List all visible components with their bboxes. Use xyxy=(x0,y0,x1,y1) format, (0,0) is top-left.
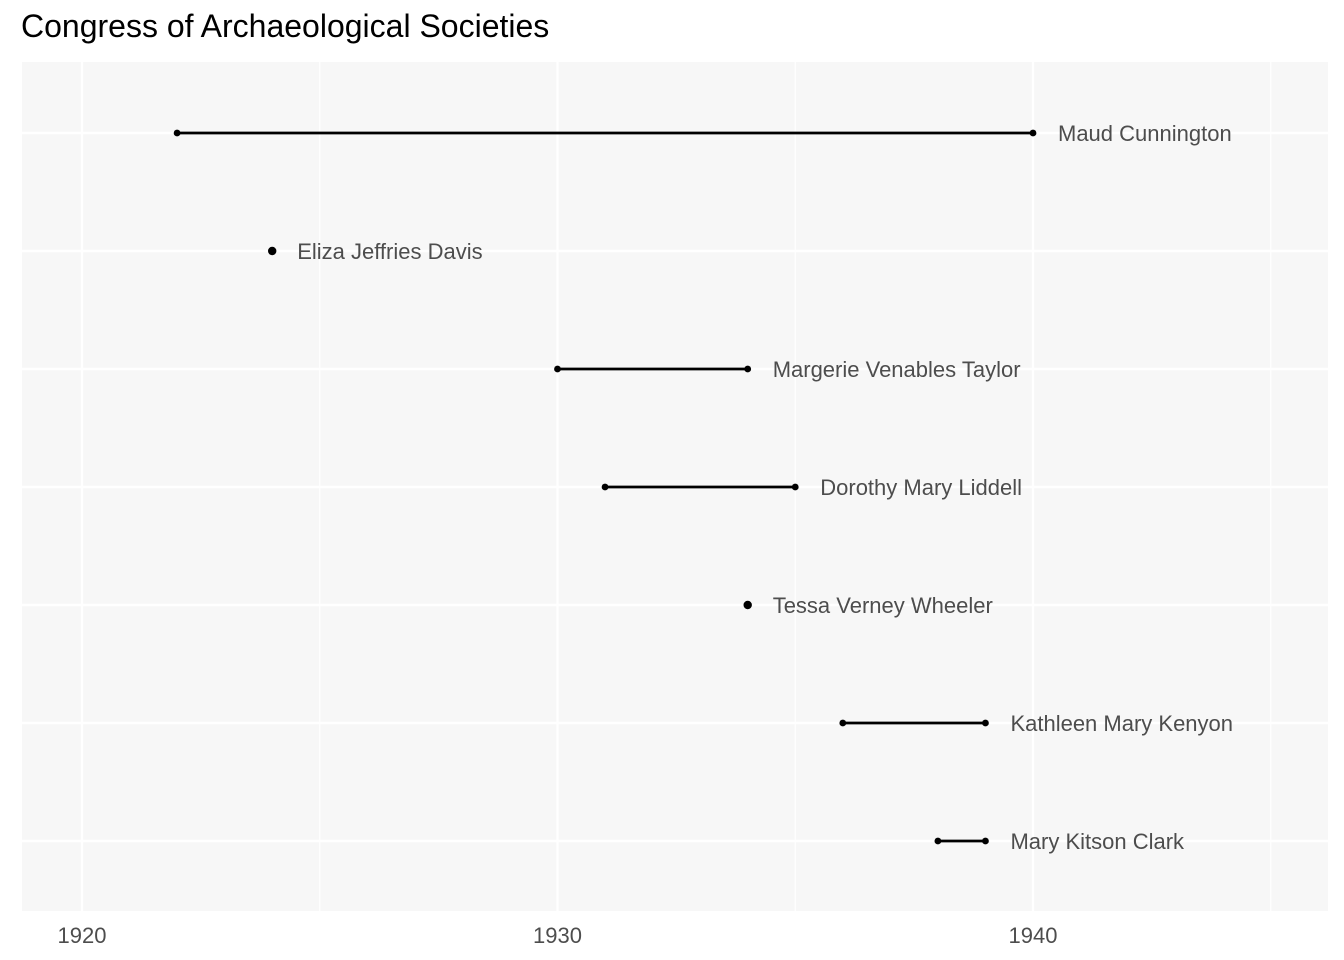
single-point xyxy=(268,246,277,256)
points xyxy=(173,129,1037,845)
x-tick-label: 1940 xyxy=(1009,923,1058,948)
start-point xyxy=(934,837,942,845)
end-point xyxy=(744,365,752,373)
end-point xyxy=(1029,129,1037,137)
end-point xyxy=(791,483,799,491)
start-point xyxy=(554,365,561,373)
chart-title: Congress of Archaeological Societies xyxy=(21,8,550,44)
segments xyxy=(177,131,1033,843)
series-label: Eliza Jeffries Davis xyxy=(297,239,482,264)
x-axis-ticks: 1920 1930 1940 xyxy=(58,923,1058,948)
end-point xyxy=(982,837,989,845)
series-label: Mary Kitson Clark xyxy=(1010,829,1185,854)
start-point xyxy=(173,129,181,137)
start-point xyxy=(839,719,847,727)
series-label: Maud Cunnington xyxy=(1058,121,1232,146)
end-point xyxy=(982,719,989,727)
series-label: Dorothy Mary Liddell xyxy=(820,475,1022,500)
x-tick-label: 1920 xyxy=(58,923,107,948)
x-tick-label: 1930 xyxy=(533,923,582,948)
point-labels: Maud Cunnington Eliza Jeffries Davis Marge… xyxy=(297,121,1233,854)
single-point xyxy=(743,600,752,610)
series-label: Tessa Verney Wheeler xyxy=(773,593,993,618)
series-label: Margerie Venables Taylor xyxy=(773,357,1021,382)
start-point xyxy=(601,483,609,491)
series-label: Kathleen Mary Kenyon xyxy=(1010,711,1233,736)
